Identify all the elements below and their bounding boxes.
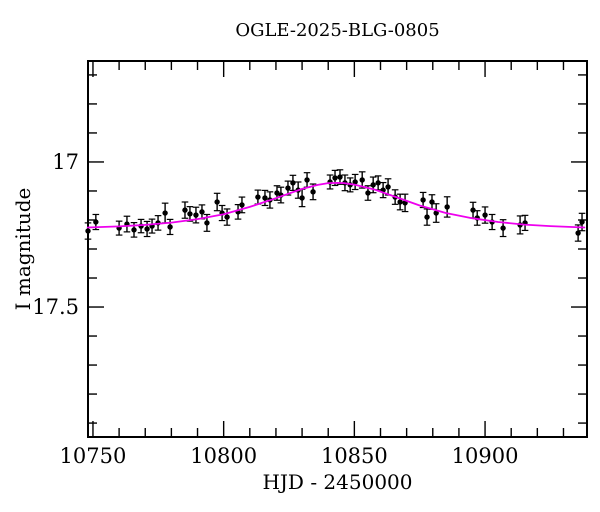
data-point-marker bbox=[433, 210, 439, 216]
data-point-marker bbox=[304, 177, 310, 183]
data-point bbox=[401, 193, 409, 213]
data-point-marker bbox=[187, 211, 193, 217]
data-point bbox=[186, 206, 194, 222]
data-point bbox=[223, 208, 231, 226]
data-point bbox=[181, 201, 189, 219]
data-point-marker bbox=[470, 207, 476, 213]
data-point-marker bbox=[199, 209, 205, 215]
chart-title: OGLE-2025-BLG-0805 bbox=[235, 20, 440, 41]
data-point bbox=[218, 204, 226, 222]
data-point bbox=[396, 193, 404, 211]
data-point bbox=[481, 206, 489, 224]
data-point-marker bbox=[500, 225, 506, 231]
data-point-marker bbox=[193, 212, 199, 218]
data-point bbox=[432, 203, 440, 223]
data-point bbox=[369, 176, 377, 194]
data-point-marker bbox=[352, 179, 358, 185]
data-point-marker bbox=[255, 194, 261, 200]
x-tick-label: 10850 bbox=[321, 444, 388, 468]
data-point bbox=[198, 204, 206, 220]
data-point bbox=[326, 174, 334, 190]
data-point bbox=[289, 174, 297, 191]
data-point bbox=[213, 192, 221, 212]
data-point-marker bbox=[167, 224, 173, 230]
data-point bbox=[351, 173, 359, 191]
data-point bbox=[336, 169, 344, 185]
data-point-marker bbox=[420, 197, 426, 203]
data-point-marker bbox=[310, 189, 316, 195]
data-point-marker bbox=[299, 195, 305, 201]
data-point-marker bbox=[214, 199, 220, 205]
x-axis-label: HJD - 2450000 bbox=[262, 470, 413, 494]
data-point-marker bbox=[162, 210, 168, 216]
data-point-marker bbox=[285, 185, 291, 191]
data-point-marker bbox=[359, 177, 365, 183]
data-point bbox=[238, 196, 246, 214]
data-point-marker bbox=[337, 174, 343, 180]
data-point-marker bbox=[482, 212, 488, 218]
data-point-marker bbox=[239, 202, 245, 208]
data-point-marker bbox=[182, 207, 188, 213]
data-point-marker bbox=[262, 195, 268, 201]
data-point-marker bbox=[365, 190, 371, 196]
x-tick-label: 10750 bbox=[60, 444, 127, 468]
data-point-marker bbox=[332, 175, 338, 181]
data-point bbox=[419, 191, 427, 209]
data-point bbox=[423, 208, 431, 226]
data-point bbox=[303, 172, 311, 188]
model-curve bbox=[86, 181, 586, 229]
data-point-marker bbox=[224, 214, 230, 220]
data-point-marker bbox=[290, 180, 296, 186]
data-point bbox=[115, 220, 123, 236]
data-point bbox=[123, 215, 131, 233]
y-tick-label: 17.5 bbox=[32, 295, 79, 319]
data-point bbox=[521, 214, 529, 232]
data-point-marker bbox=[385, 184, 391, 190]
y-tick-label: 17 bbox=[52, 150, 79, 174]
data-point bbox=[254, 189, 262, 205]
data-point-marker bbox=[370, 182, 376, 188]
data-point bbox=[428, 194, 436, 210]
data-point-marker bbox=[144, 226, 150, 232]
data-point-marker bbox=[85, 228, 91, 234]
data-point-marker bbox=[204, 220, 210, 226]
data-point-marker bbox=[444, 204, 450, 210]
data-point-marker bbox=[131, 227, 137, 233]
data-point bbox=[379, 181, 387, 199]
x-tick-label: 10900 bbox=[452, 444, 519, 468]
data-point bbox=[92, 213, 100, 231]
plot-frame bbox=[87, 60, 588, 438]
data-point-marker bbox=[575, 230, 581, 236]
data-point-marker bbox=[397, 199, 403, 205]
data-point-marker bbox=[579, 219, 585, 225]
data-point bbox=[84, 222, 92, 240]
data-point-marker bbox=[424, 214, 430, 220]
data-point-marker bbox=[93, 219, 99, 225]
data-point bbox=[358, 171, 366, 189]
data-point bbox=[261, 189, 269, 207]
data-point bbox=[192, 206, 200, 224]
data-point-marker bbox=[375, 180, 381, 186]
x-tick-label: 10800 bbox=[190, 444, 257, 468]
